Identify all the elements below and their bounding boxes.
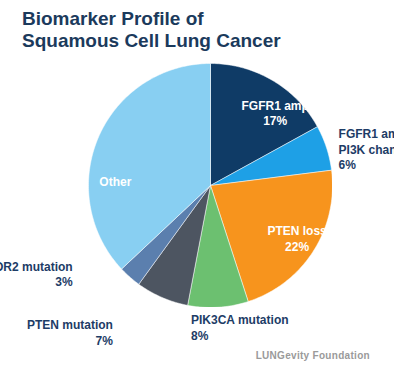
svg-text:FGFR1 amp +PI3K change6%: FGFR1 amp +PI3K change6% [339,127,394,172]
svg-text:Other: Other [99,175,131,189]
html-text:LUNGevity Foundation: LUNGevity Foundation [255,350,370,361]
html-text:Biomarker Profile of Squamous: Biomarker Profile of Squamous Cell Lung … [22,8,281,51]
svg-text:PTEN loss22%: PTEN loss22% [267,224,327,254]
svg-text:DDR2 mutation3%: DDR2 mutation3% [0,260,73,290]
svg-text:PTEN mutation7%: PTEN mutation7% [27,318,113,348]
svg-text:PIK3CA mutation8%: PIK3CA mutation8% [191,313,289,343]
svg-text:FGFR1 amp17%: FGFR1 amp17% [241,98,308,128]
